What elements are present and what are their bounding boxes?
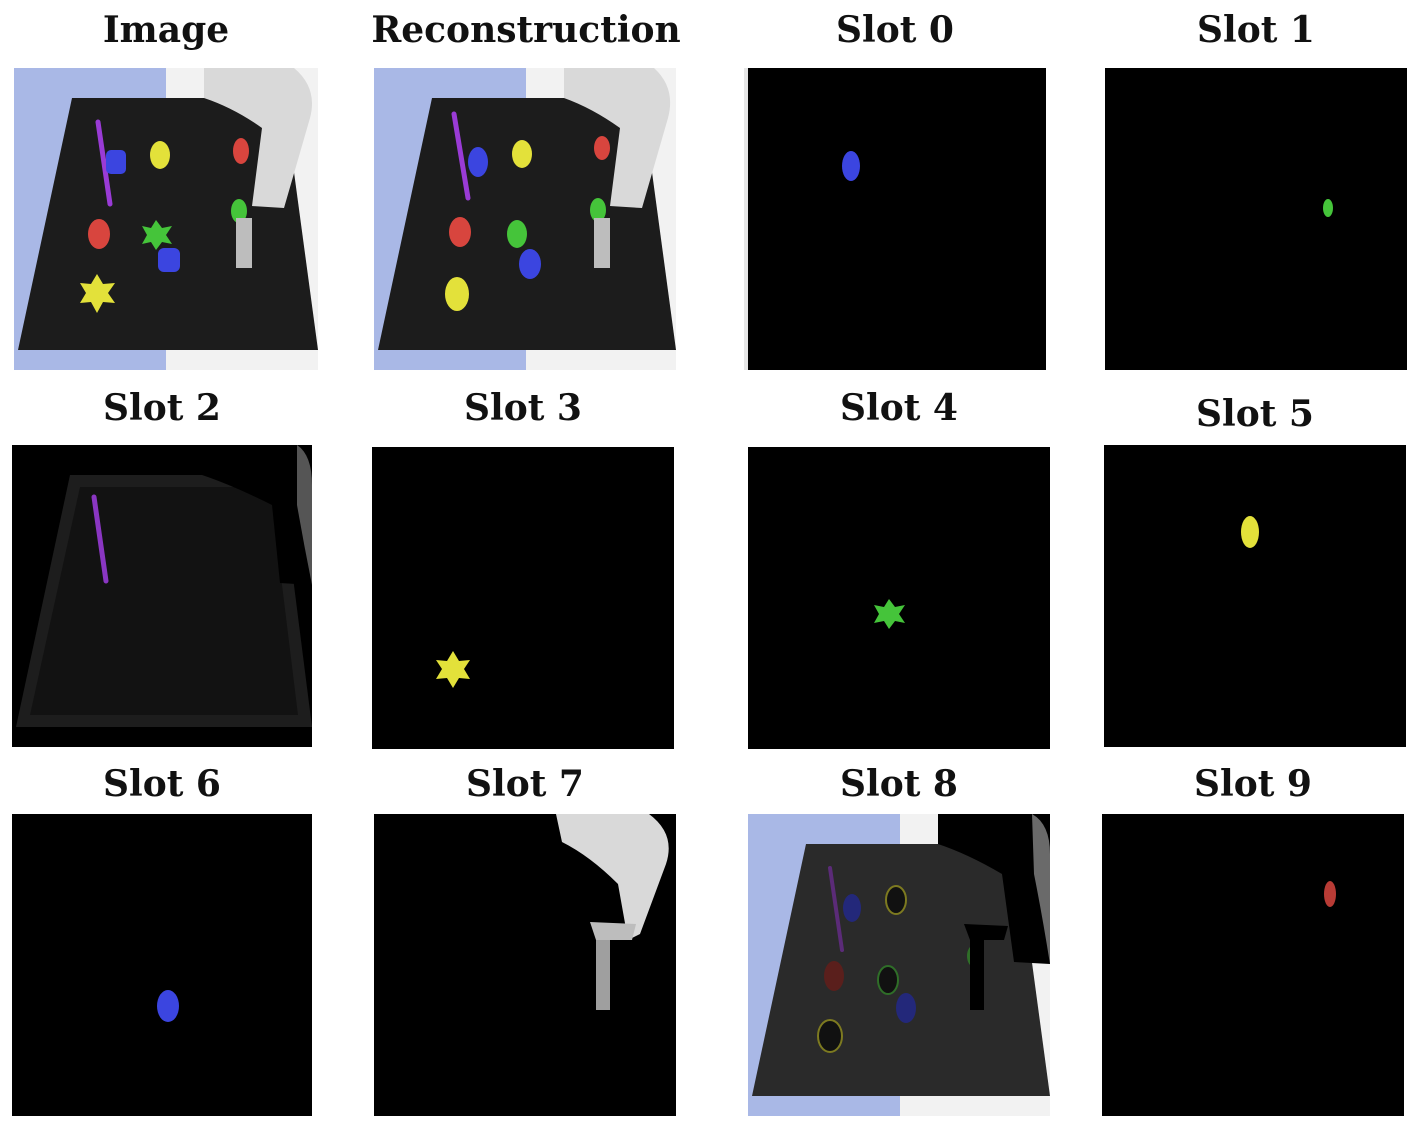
slot-8-mask	[748, 814, 1050, 1116]
slot-6-mask	[12, 814, 312, 1116]
panel-title-slot-3: Slot 3	[464, 387, 582, 429]
slot-0-mask	[744, 68, 1046, 370]
panel-title-slot-2: Slot 2	[103, 387, 221, 429]
slot-7-mask	[374, 814, 676, 1116]
panel-title-slot-6: Slot 6	[103, 763, 221, 805]
slot-1-mask	[1105, 68, 1407, 370]
panel-title-slot-9: Slot 9	[1194, 763, 1312, 805]
panel-title-slot-0: Slot 0	[836, 9, 954, 51]
input-image	[14, 68, 318, 370]
panel-title-reconstruction: Reconstruction	[371, 9, 681, 51]
slot-9-mask	[1102, 814, 1404, 1116]
slot-4-mask	[748, 447, 1050, 749]
panel-title-slot-4: Slot 4	[840, 387, 958, 429]
panel-title-slot-7: Slot 7	[466, 763, 584, 805]
panel-title-slot-8: Slot 8	[840, 763, 958, 805]
panel-title-image: Image	[102, 9, 230, 51]
panel-title-slot-1: Slot 1	[1197, 9, 1315, 51]
slot-5-mask	[1104, 445, 1406, 747]
slot-2-mask	[12, 445, 312, 747]
panel-title-slot-5: Slot 5	[1196, 393, 1314, 435]
slot-3-mask	[372, 447, 674, 749]
reconstruction-image	[374, 68, 676, 370]
